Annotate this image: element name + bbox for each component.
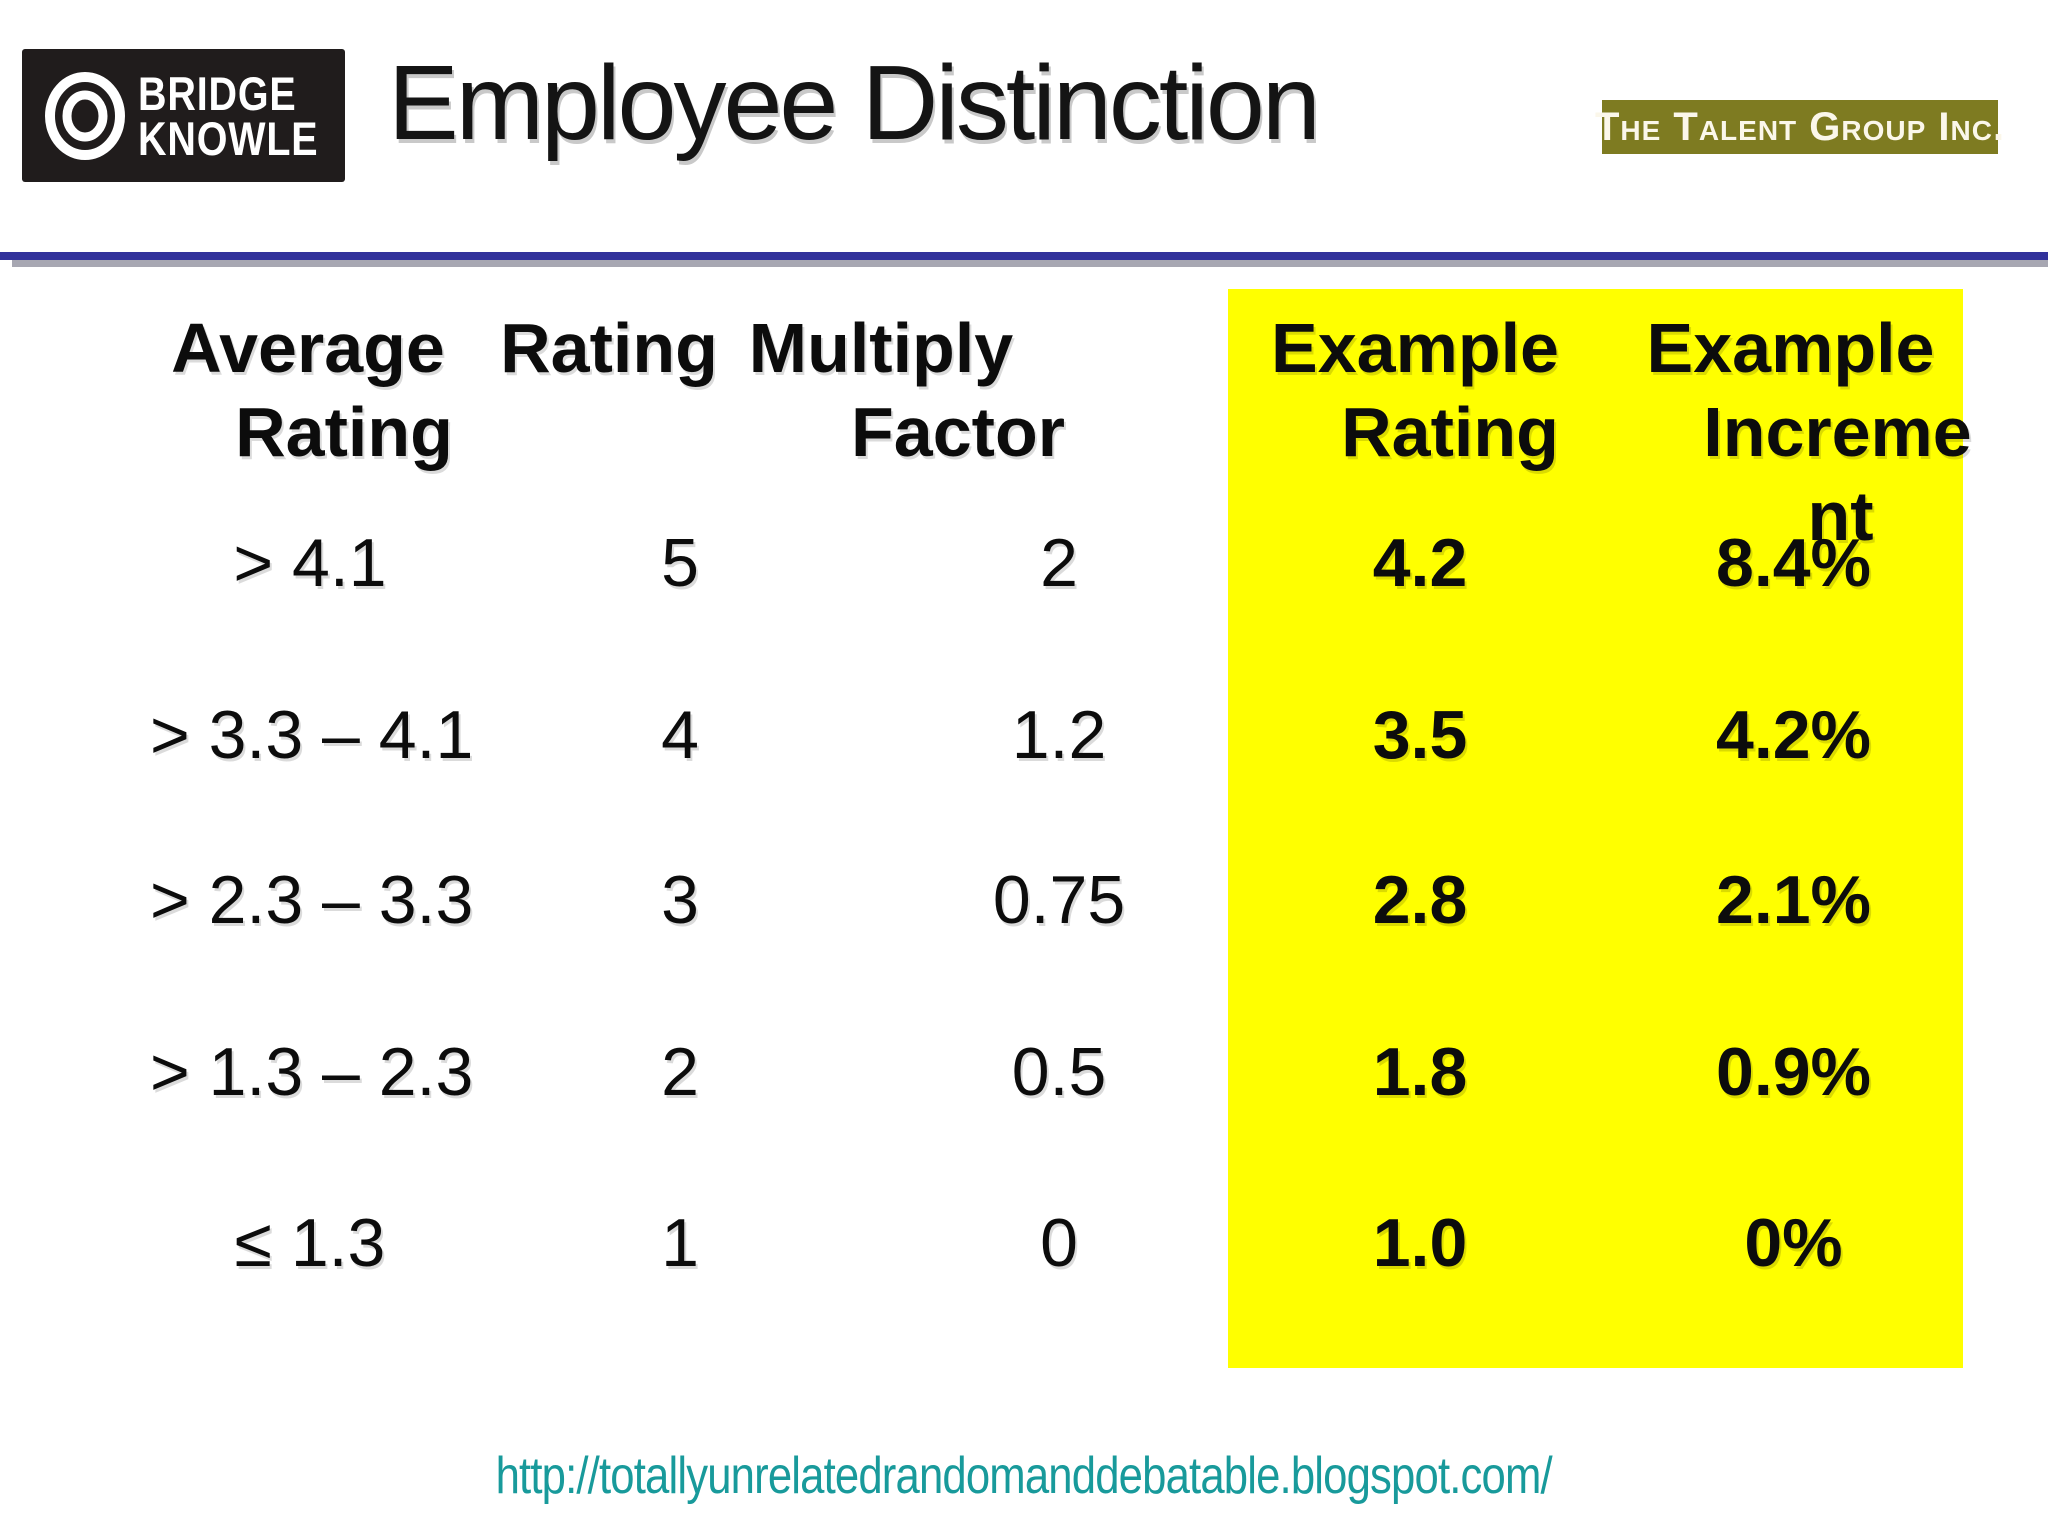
table-cell: 0% (1744, 1205, 1843, 1281)
table-cell: 2.8 (1372, 862, 1468, 938)
table-cell: > 1.3 – 2.3 (150, 1034, 474, 1110)
table-cell: 4 (661, 697, 699, 773)
header-multiply-factor: Multiply Factor (748, 309, 1065, 471)
table-row: ≤ 1.3 1 0 1.0 0% (150, 1188, 1975, 1298)
table-cell: 3.5 (1372, 697, 1468, 773)
table-cell: 0.75 (992, 862, 1126, 938)
table-cell: ≤ 1.3 (234, 1205, 386, 1281)
table-cell: 2.1% (1716, 862, 1871, 938)
divider-line (0, 252, 2048, 260)
bridge-knowle-logo: BRIDGE KNOWLE (22, 49, 345, 182)
table-cell: 2 (1040, 525, 1078, 601)
table-cell: > 2.3 – 3.3 (150, 862, 474, 938)
footer: http://totallyunrelatedrandomanddebatabl… (0, 1446, 2048, 1519)
header-example-rating: Example Rating (1271, 309, 1559, 471)
table-cell: 5 (661, 525, 699, 601)
table-cell: 0.9% (1716, 1034, 1871, 1110)
talent-group-logo: The Talent Group Inc. (1595, 100, 2004, 154)
table-cell: 1 (661, 1205, 699, 1281)
talent-group-logo-text: The Talent Group Inc. (1594, 104, 2006, 149)
table-cell: 2 (661, 1034, 699, 1110)
header-average-rating: Average Rating (171, 309, 453, 471)
page-title: Employee Distinction (388, 44, 1321, 162)
concentric-circles-icon (45, 72, 125, 160)
header-rating: Rating (500, 309, 718, 387)
table-row: > 4.1 5 2 4.2 8.4% (150, 508, 1975, 618)
table-cell: 4.2% (1716, 697, 1871, 773)
table-cell: > 3.3 – 4.1 (150, 697, 474, 773)
table-cell: 3 (661, 862, 699, 938)
table-cell: 0 (1040, 1205, 1078, 1281)
table-row: > 1.3 – 2.3 2 0.5 1.8 0.9% (150, 1017, 1975, 1127)
table-row: > 2.3 – 3.3 3 0.75 2.8 2.1% (150, 845, 1975, 955)
table-cell: 1.0 (1372, 1205, 1468, 1281)
logo-text-line2: KNOWLE (138, 112, 319, 165)
table-cell: 4.2 (1372, 525, 1468, 601)
header-example-increment: Example Increme nt (1646, 309, 1972, 555)
divider-shadow (12, 260, 2048, 267)
table-cell: 8.4% (1716, 525, 1871, 601)
table-cell: 0.5 (1011, 1034, 1107, 1110)
logo-text: BRIDGE KNOWLE (138, 67, 319, 165)
highlight-panel (1228, 289, 1963, 1368)
table-cell: 1.8 (1372, 1034, 1468, 1110)
source-url[interactable]: http://totallyunrelatedrandomanddebatabl… (495, 1447, 1553, 1505)
table-row: > 3.3 – 4.1 4 1.2 3.5 4.2% (150, 680, 1975, 790)
table-header-row: Average Rating Rating Multiply Factor Ex… (150, 306, 1975, 558)
table-cell: > 4.1 (233, 525, 387, 601)
table-cell: 1.2 (1011, 697, 1107, 773)
logo-text-line1: BRIDGE (138, 67, 297, 120)
